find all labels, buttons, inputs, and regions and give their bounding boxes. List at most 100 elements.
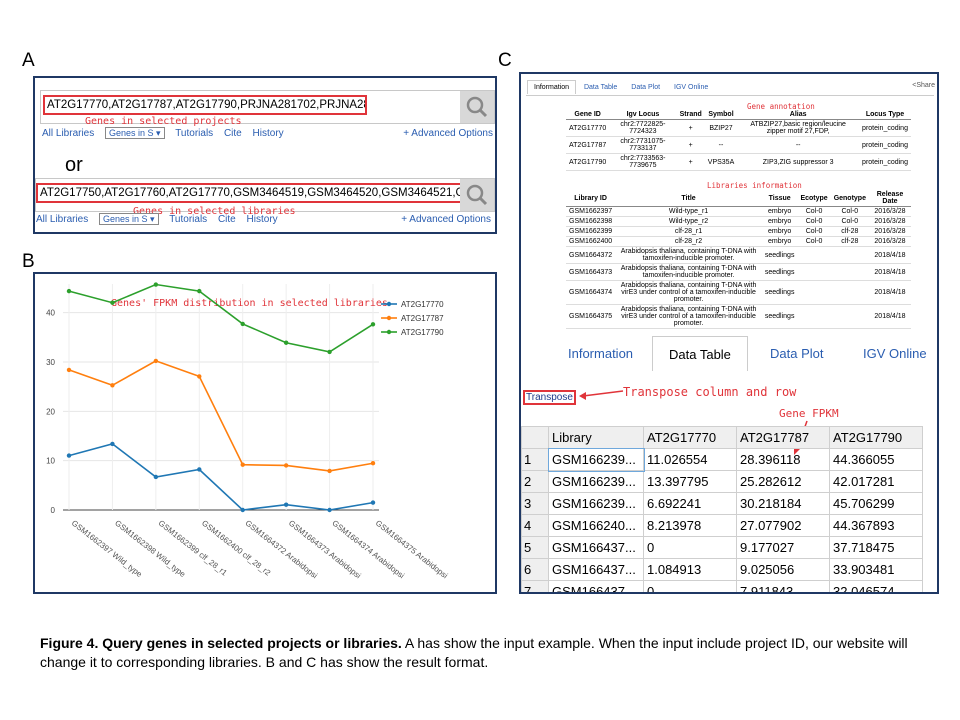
data-column-header[interactable]: Library	[548, 426, 644, 449]
data-cell[interactable]: 37.718475	[829, 536, 923, 559]
data-cell[interactable]: GSM166240...	[548, 514, 644, 537]
library-cell: 2016/3/28	[868, 226, 911, 237]
data-cell[interactable]: GSM166437...	[548, 536, 644, 559]
data-point	[197, 467, 202, 472]
chart-title: Genes' FPKM distribution in selected lib…	[111, 298, 388, 309]
advanced-options-link-2[interactable]: + Advanced Options	[401, 214, 491, 225]
search-input-libraries[interactable]: AT2G17750,AT2G17760,AT2G17770,GSM3464519…	[36, 183, 462, 203]
library-cell: GSM1662397	[566, 206, 616, 217]
advanced-options-link-1[interactable]: + Advanced Options	[403, 128, 493, 139]
library-cell: Col-0	[797, 236, 831, 247]
transpose-button[interactable]: Transpose	[523, 390, 576, 405]
library-cell: 2016/3/28	[868, 236, 911, 247]
data-cell[interactable]: 8.213978	[643, 514, 737, 537]
library-cell	[797, 246, 831, 264]
panel-label-c: C	[498, 50, 512, 71]
series-line-AT2G17790	[68, 283, 374, 353]
gene-header: Igv Locus	[609, 110, 677, 120]
fpkm-line-chart: 0 10 20 30 40 GSM1662397 Wild_typeGSM1662398 …	[46, 282, 450, 580]
data-cell[interactable]: 13.397795	[643, 470, 737, 493]
y-tick-label: 0	[51, 506, 56, 515]
data-cell[interactable]: 0	[643, 536, 737, 559]
data-cell[interactable]: GSM166239...	[548, 470, 644, 493]
library-cell: GSM1662400	[566, 236, 616, 247]
tab-data-table-active[interactable]	[652, 336, 748, 371]
data-column-header[interactable]: AT2G17790	[829, 426, 923, 449]
search-bar-libraries[interactable]: AT2G17750,AT2G17760,AT2G17770,GSM3464519…	[35, 178, 495, 212]
gene-cell: VPS35A	[704, 153, 738, 171]
gene-row: AT2G17770 chr2:7722825-7724323 + BZIP27 ATBZ…	[566, 119, 911, 137]
data-cell[interactable]: GSM166239...	[547, 447, 645, 472]
data-cell[interactable]: 33.903481	[829, 558, 923, 581]
data-cell[interactable]: 32.046574	[829, 580, 923, 592]
note-genes-in-libraries: Genes in selected libraries	[133, 206, 296, 217]
data-point	[153, 282, 159, 287]
genes-in-select[interactable]: Genes in S ▾	[105, 127, 165, 139]
data-cell[interactable]: 7.911843	[736, 580, 830, 592]
search-bar-projects[interactable]: AT2G17770,AT2G17787,AT2G17790,PRJNA28170…	[40, 90, 495, 124]
data-point	[327, 507, 332, 513]
data-cell[interactable]: 6.692241	[643, 492, 737, 515]
library-header: Title	[615, 190, 762, 207]
data-cell[interactable]: 9.177027	[736, 536, 830, 559]
data-table-row: 2 GSM166239... 13.397795 25.282612 42.017281	[521, 470, 923, 493]
data-cell[interactable]: 44.367893	[829, 514, 923, 537]
data-cell[interactable]: 11.026554	[643, 448, 737, 471]
tab-igv-online[interactable]: IGV Online	[863, 346, 927, 361]
all-libraries-link[interactable]: All Libraries	[42, 128, 95, 139]
library-cell: embryo	[761, 236, 798, 247]
library-header: Genotype	[830, 190, 869, 207]
data-cell[interactable]: GSM166437...	[548, 558, 644, 581]
data-column-header[interactable]: AT2G17787	[736, 426, 830, 449]
small-tab-data-plot[interactable]: Data Plot	[631, 84, 661, 91]
search-input-projects[interactable]: AT2G17770,AT2G17787,AT2G17790,PRJNA28170…	[43, 95, 367, 115]
data-column-header[interactable]: AT2G17770	[643, 426, 737, 449]
gene-cell: +	[676, 119, 705, 137]
library-cell: 2016/3/28	[868, 216, 911, 227]
library-cell: GSM1664372	[566, 246, 616, 264]
data-cell[interactable]: GSM166437...	[548, 580, 644, 592]
gene-row: AT2G17787 chr2:7731075-7733137 + -- -- protei…	[566, 136, 911, 154]
library-cell: 2016/3/28	[868, 206, 911, 217]
library-cell: seedlings	[761, 304, 798, 329]
share-button[interactable]: <Share	[912, 82, 935, 89]
data-point	[66, 288, 72, 294]
small-tab-information[interactable]: Information	[527, 80, 577, 94]
data-cell[interactable]: 0	[643, 580, 737, 592]
legend-label: AT2G17787	[401, 314, 444, 323]
cite-link[interactable]: Cite	[223, 128, 242, 139]
tab-data-plot[interactable]: Data Plot	[770, 346, 824, 361]
data-cell[interactable]: 30.218184	[736, 492, 830, 515]
data-cell[interactable]: 27.077902	[736, 514, 830, 537]
legend-marker	[386, 315, 392, 321]
cite-link[interactable]: Cite	[217, 214, 236, 225]
data-cell[interactable]: 44.366055	[829, 448, 923, 471]
data-point	[327, 468, 332, 474]
data-cell[interactable]: 1.084913	[643, 558, 737, 581]
or-label: or	[65, 154, 83, 176]
gene-cell: ZIP3,ZIG suppressor 3	[737, 153, 860, 171]
data-cell[interactable]: 42.017281	[829, 470, 923, 493]
x-tick-label: GSM1662398 Wild_type	[113, 518, 187, 579]
history-link[interactable]: History	[246, 214, 278, 225]
library-row: GSM1662399 clf-28_r1 embryo Col-0 clf-28 2016…	[566, 226, 911, 237]
data-cell[interactable]: 9.025056	[736, 558, 830, 581]
data-cell[interactable]: 25.282612	[736, 470, 830, 493]
small-tab-data-table[interactable]: Data Table	[583, 84, 618, 91]
tutorials-link[interactable]: Tutorials	[169, 214, 208, 225]
tab-information[interactable]: Information	[568, 346, 634, 361]
history-link[interactable]: History	[252, 128, 284, 139]
search-button[interactable]	[460, 91, 494, 123]
all-libraries-link[interactable]: All Libraries	[36, 214, 89, 225]
data-point	[66, 367, 72, 373]
data-cell[interactable]: 28.396118	[736, 448, 830, 471]
data-cell[interactable]: GSM166239...	[548, 492, 644, 515]
data-cell[interactable]: 45.706299	[829, 492, 923, 515]
genes-in-select[interactable]: Genes in S ▾	[99, 213, 159, 225]
gene-fpkm-note: Gene FPKM	[779, 407, 839, 420]
search-button-2[interactable]	[460, 179, 494, 211]
panel-a: AT2G17770,AT2G17787,AT2G17790,PRJNA28170…	[33, 76, 497, 234]
tutorials-link[interactable]: Tutorials	[175, 128, 214, 139]
data-table-row: 1 GSM166239... 11.026554 28.396118 44.366055	[521, 447, 923, 472]
small-tab-igv-online[interactable]: IGV Online	[674, 84, 709, 91]
